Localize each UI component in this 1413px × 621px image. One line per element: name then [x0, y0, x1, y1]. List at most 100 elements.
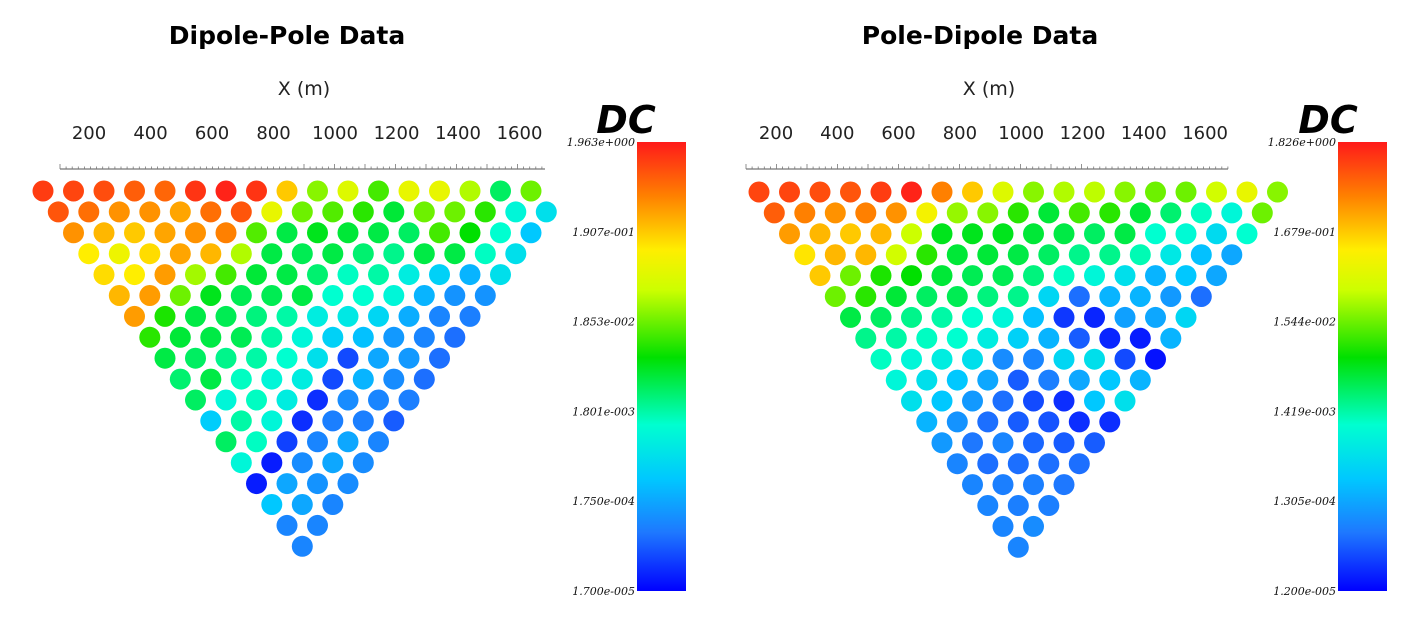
data-point	[93, 222, 115, 244]
data-point	[901, 223, 922, 245]
data-point	[962, 181, 983, 203]
data-point	[368, 222, 389, 244]
data-point	[383, 201, 405, 223]
colorbar-label: 1.679e-001	[1273, 226, 1336, 239]
data-point	[398, 180, 420, 202]
data-point	[246, 222, 267, 244]
data-point	[78, 201, 100, 223]
data-point	[1007, 327, 1029, 349]
data-point	[1145, 181, 1166, 203]
colorbar-label: 1.801e-003	[572, 405, 635, 418]
data-point	[763, 202, 785, 224]
data-point	[1221, 244, 1243, 266]
data-point	[1190, 202, 1212, 224]
data-point	[1084, 223, 1105, 245]
data-point	[337, 180, 359, 202]
dipole-pole-panel: Dipole-Pole Data X (m) 200 400 600 800 1000 1…	[32, 21, 686, 598]
data-point	[809, 223, 831, 245]
data-point	[261, 326, 283, 348]
data-point	[459, 305, 481, 327]
data-point	[185, 347, 206, 369]
x-tick-label: 1400	[435, 123, 481, 144]
colorbar	[1338, 142, 1387, 591]
data-point	[1007, 369, 1029, 391]
data-point	[368, 180, 389, 202]
data-point	[337, 305, 359, 327]
data-point	[1190, 286, 1212, 307]
data-point	[901, 348, 922, 370]
data-point	[261, 452, 283, 474]
data-point	[1053, 306, 1075, 328]
data-point	[1160, 202, 1182, 224]
data-points	[748, 181, 1288, 558]
data-point	[352, 201, 374, 223]
data-point	[215, 264, 237, 286]
data-point	[1190, 244, 1212, 266]
data-point	[322, 452, 344, 474]
data-point	[1023, 348, 1044, 370]
data-point	[901, 181, 922, 203]
data-point	[93, 264, 115, 286]
data-point	[230, 285, 252, 306]
data-point	[246, 347, 267, 369]
data-point	[459, 222, 481, 244]
data-point	[1038, 495, 1060, 516]
data-point	[337, 473, 359, 495]
x-tick-label: 200	[759, 123, 793, 144]
data-point	[1023, 432, 1044, 454]
data-point	[1023, 515, 1044, 537]
data-point	[490, 264, 511, 286]
data-point	[1038, 453, 1060, 475]
data-point	[1068, 411, 1090, 433]
data-point	[1175, 306, 1197, 328]
data-point	[154, 180, 176, 202]
pole-dipole-panel: Pole-Dipole Data X (m) 200 400 600 800 1000 1…	[745, 21, 1387, 598]
data-point	[185, 222, 206, 244]
data-point	[1236, 181, 1258, 203]
data-point	[261, 243, 283, 265]
data-point	[246, 431, 267, 453]
data-point	[124, 180, 145, 202]
data-point	[1160, 327, 1182, 349]
x-axis-tick-marks	[745, 164, 1229, 169]
data-point	[779, 181, 800, 203]
data-point	[78, 243, 100, 265]
data-point	[885, 327, 907, 349]
x-tick-label: 1600	[497, 123, 543, 144]
data-point	[870, 223, 892, 245]
data-point	[444, 243, 466, 265]
data-point	[444, 326, 466, 348]
data-point	[1114, 306, 1136, 328]
data-point	[215, 389, 237, 411]
data-point	[1221, 202, 1243, 224]
colorbar-label: 1.419e-003	[1273, 405, 1336, 418]
data-point	[185, 180, 206, 202]
x-tick-label: 1600	[1182, 123, 1228, 144]
data-point	[1145, 265, 1166, 287]
data-point	[291, 494, 313, 515]
x-axis-ticks: 200 400 600 800 1000 1200 1400 1600	[72, 123, 543, 144]
data-point	[261, 494, 283, 515]
data-point	[200, 326, 222, 348]
data-point	[1053, 348, 1075, 370]
data-point	[992, 265, 1014, 287]
data-point	[276, 347, 298, 369]
data-point	[962, 474, 983, 496]
data-point	[291, 410, 313, 432]
data-point	[992, 432, 1014, 454]
data-point	[1068, 453, 1090, 475]
data-point	[977, 327, 999, 349]
data-point	[916, 327, 938, 349]
data-point	[124, 305, 145, 327]
data-point	[200, 201, 222, 223]
data-point	[32, 180, 54, 202]
data-point	[63, 222, 84, 244]
data-point	[1007, 536, 1029, 558]
data-point	[307, 431, 328, 453]
colorbar	[637, 142, 686, 591]
x-tick-label: 400	[133, 123, 167, 144]
data-point	[429, 347, 450, 369]
data-point	[1206, 265, 1227, 287]
data-point	[931, 390, 953, 412]
